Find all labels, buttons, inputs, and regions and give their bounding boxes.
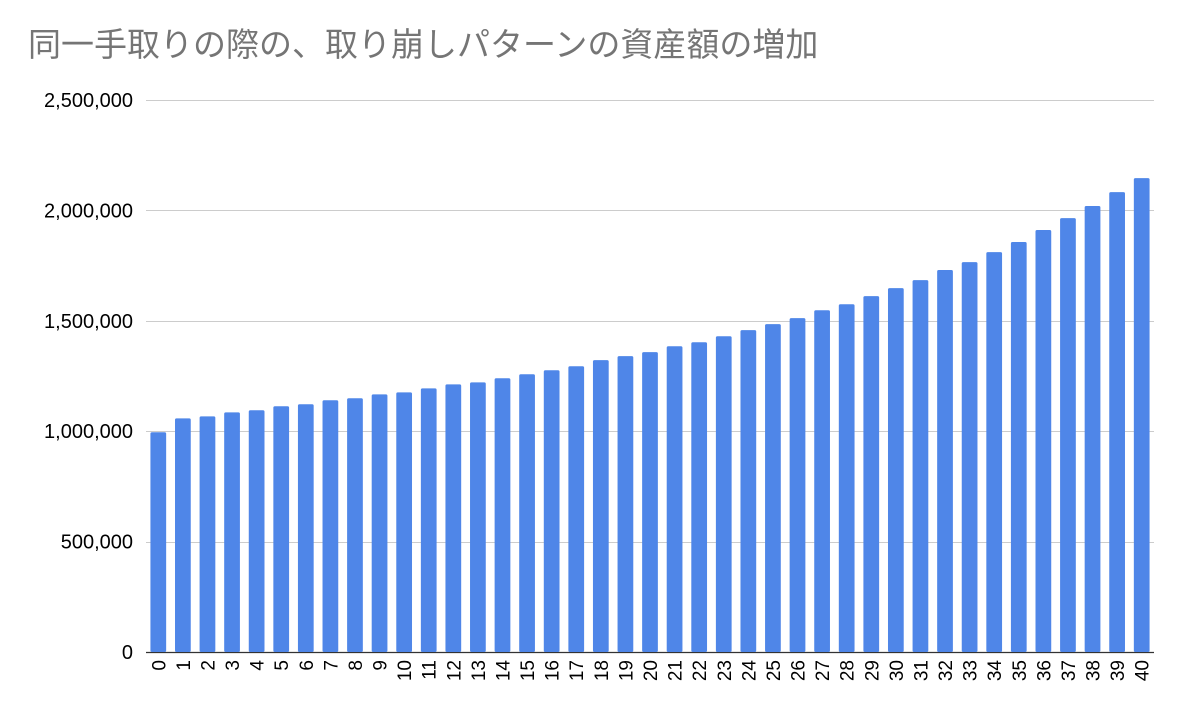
x-tick-label: 1 <box>174 660 195 671</box>
x-tick-label: 23 <box>715 660 736 681</box>
bar <box>1035 230 1052 652</box>
x-tick-label: 12 <box>444 660 465 681</box>
x-tick-label: 39 <box>1108 660 1129 681</box>
x-tick-label: 4 <box>248 660 269 671</box>
bar <box>297 404 314 652</box>
bar <box>1010 241 1027 652</box>
bar <box>740 330 757 652</box>
bar <box>937 270 953 652</box>
y-tick-label: 2,500,000 <box>44 90 133 112</box>
bar <box>814 310 830 652</box>
x-tick-label: 34 <box>985 660 1006 682</box>
bar <box>248 410 265 652</box>
x-axis: 0 1 2 3 4 5 6 7 8 9 10 11 12 13 14 15 16 17 18 19 20 21 22 23 24… <box>149 660 1153 682</box>
x-tick-label: 13 <box>469 660 490 681</box>
bar <box>1109 192 1125 652</box>
bar <box>199 416 216 652</box>
x-tick-label: 16 <box>543 660 564 681</box>
x-tick-label: 38 <box>1084 660 1105 681</box>
bar <box>420 388 437 652</box>
bar <box>789 318 806 652</box>
y-axis: 0 500,000 1,000,000 1,500,000 2,000,000 2,500… <box>44 90 133 664</box>
bar <box>666 346 683 652</box>
bar <box>592 360 609 652</box>
x-tick-label: 17 <box>567 660 588 681</box>
bar <box>912 280 929 652</box>
x-tick-label: 8 <box>346 660 367 671</box>
bar <box>642 352 658 652</box>
x-tick-label: 0 <box>149 660 170 671</box>
x-tick-label: 30 <box>887 660 908 681</box>
y-tick-label: 2,000,000 <box>44 200 133 222</box>
bar <box>1060 218 1076 653</box>
bar <box>568 366 585 652</box>
x-tick-label: 33 <box>961 660 982 681</box>
x-tick-label: 11 <box>420 660 441 680</box>
bar <box>175 418 191 652</box>
x-tick-label: 26 <box>789 660 810 681</box>
x-tick-label: 28 <box>838 660 859 681</box>
bar <box>224 412 240 652</box>
bar <box>273 406 290 652</box>
x-tick-label: 7 <box>321 660 342 671</box>
bar <box>765 324 781 652</box>
x-tick-label: 35 <box>1010 660 1031 681</box>
y-tick-label: 1,000,000 <box>44 421 133 443</box>
x-tick-label: 5 <box>272 660 293 671</box>
x-tick-label: 18 <box>592 660 613 681</box>
x-tick-label: 25 <box>764 660 785 681</box>
y-tick-label: 0 <box>122 642 133 664</box>
x-tick-label: 36 <box>1034 660 1055 681</box>
bar <box>494 378 511 652</box>
bar <box>371 394 388 652</box>
x-tick-label: 6 <box>297 660 318 671</box>
bar <box>715 336 732 652</box>
bar <box>887 288 904 652</box>
bar <box>470 382 486 652</box>
x-tick-label: 20 <box>641 660 662 681</box>
bars <box>150 178 1150 653</box>
x-tick-label: 32 <box>936 660 957 681</box>
y-tick-label: 1,500,000 <box>44 311 133 333</box>
bar <box>396 392 413 652</box>
bar <box>691 342 708 652</box>
x-tick-label: 21 <box>666 660 687 681</box>
bar <box>617 356 634 652</box>
chart-title: 同一手取りの際の、取り崩しパターンの資産額の増加 <box>28 25 819 64</box>
y-tick-label: 500,000 <box>61 532 133 554</box>
bar <box>322 400 339 652</box>
x-tick-label: 37 <box>1059 660 1080 681</box>
bar <box>986 252 1003 652</box>
bar <box>863 296 880 652</box>
x-tick-label: 31 <box>911 660 932 681</box>
x-tick-label: 2 <box>198 660 219 671</box>
x-tick-label: 10 <box>395 660 416 681</box>
x-tick-label: 15 <box>518 660 539 681</box>
bar <box>519 374 535 652</box>
x-tick-label: 29 <box>862 660 883 681</box>
x-tick-label: 14 <box>493 660 514 682</box>
bar <box>150 432 167 652</box>
bar <box>961 262 978 652</box>
bar <box>1133 178 1150 652</box>
x-tick-label: 27 <box>813 660 834 681</box>
x-tick-label: 24 <box>739 660 760 682</box>
bar <box>347 398 363 652</box>
x-tick-label: 3 <box>223 660 244 671</box>
x-tick-label: 19 <box>616 660 637 681</box>
bar <box>1084 205 1101 652</box>
bar <box>543 370 560 652</box>
bar <box>838 304 855 652</box>
x-tick-label: 9 <box>371 660 392 671</box>
x-tick-label: 22 <box>690 660 711 681</box>
x-tick-label: 40 <box>1133 660 1154 681</box>
bar <box>445 384 462 652</box>
